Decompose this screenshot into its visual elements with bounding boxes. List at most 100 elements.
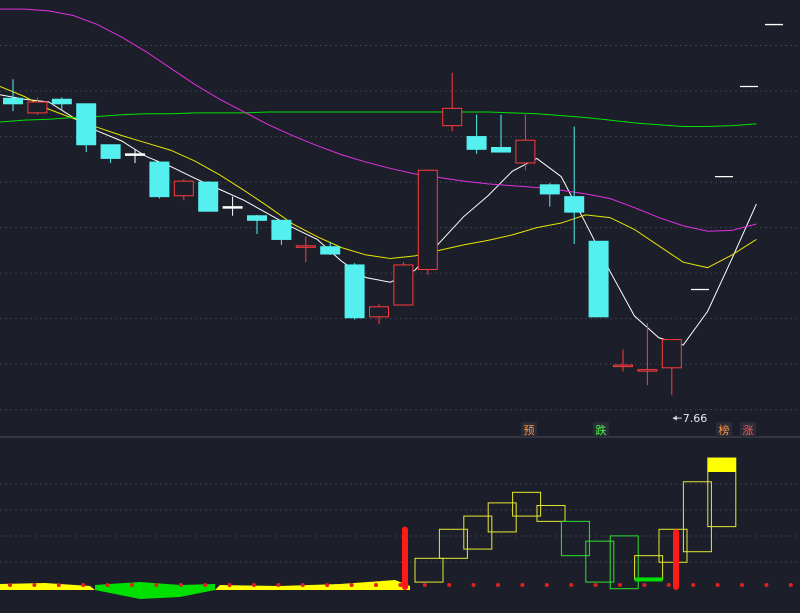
signal-dot (642, 583, 647, 587)
annotation-low-label: 7.66 (683, 412, 708, 425)
badge-box (740, 422, 756, 437)
candle-body (295, 245, 316, 248)
signal-dot (8, 583, 12, 587)
signal-dot (666, 583, 671, 587)
signal-dot (178, 583, 183, 587)
right-price-markers (691, 23, 783, 291)
signal-dot (471, 583, 476, 587)
signal-badge: 预 (521, 422, 537, 437)
signal-dot (300, 583, 305, 587)
indicator-box (609, 535, 639, 590)
signal-dot (203, 583, 208, 587)
signal-dot (496, 583, 500, 587)
signal-dot (764, 583, 769, 587)
price-candles (3, 72, 682, 396)
indicator-panel (0, 457, 793, 599)
signal-dot (349, 583, 354, 587)
indicator-highlight (707, 458, 736, 472)
signal-dot (447, 583, 452, 587)
signal-dot (56, 583, 61, 587)
indicator-box (512, 491, 542, 517)
candle-body (613, 364, 633, 368)
indicator-green-foot (634, 577, 663, 582)
signal-dot (130, 583, 134, 587)
candle-body (247, 215, 267, 221)
candle-body (27, 101, 48, 114)
candle-body (51, 98, 72, 105)
badge-box (716, 422, 732, 437)
red-signal-bar (402, 526, 408, 590)
badge-label: 跌 (596, 423, 607, 437)
signal-dot (398, 583, 403, 587)
candle-body (491, 146, 511, 153)
candle-body (320, 246, 341, 255)
candle-body (539, 184, 560, 195)
badge-box (521, 422, 537, 437)
signal-dot (154, 583, 159, 587)
red-signal-bar (673, 529, 679, 590)
indicator-box (536, 505, 566, 522)
badge-box (593, 422, 609, 437)
signal-dot (544, 583, 549, 587)
base-band-green (95, 582, 215, 599)
signal-badge: 跌 (593, 422, 609, 437)
signal-dot (32, 583, 37, 587)
signal-dot (325, 583, 330, 587)
candle-body (588, 240, 609, 318)
candle-body (173, 180, 194, 197)
annotation-arrow (672, 415, 677, 421)
ma-line-1 (0, 94, 757, 346)
signal-dot (569, 583, 574, 587)
candle-body (466, 136, 487, 150)
candle-body (442, 107, 463, 127)
signal-dot (715, 583, 720, 587)
signal-dot (788, 583, 793, 587)
signal-dot (227, 583, 232, 587)
ma-line-4 (0, 8, 757, 232)
indicator-box (438, 528, 468, 559)
candle-body (76, 103, 97, 146)
signal-badges: 预 跌 榜涨 (521, 422, 756, 437)
indicator-box (560, 520, 590, 557)
ma-line-2 (0, 86, 757, 269)
indicator-box (414, 557, 444, 583)
candle-body (198, 181, 219, 212)
low-price-annotation: 7.66 (672, 412, 708, 425)
candle-body (417, 169, 438, 270)
signal-dot (374, 583, 378, 587)
signal-dot (593, 583, 598, 587)
badge-label: 涨 (743, 424, 754, 437)
signal-dot (740, 583, 744, 587)
signal-dot (105, 583, 110, 587)
signal-dot (520, 583, 525, 587)
signal-dot (252, 583, 256, 587)
signal-dot (691, 583, 696, 587)
candle-body (100, 144, 121, 159)
candle-body (564, 196, 585, 213)
signal-badge: 涨 (740, 422, 756, 437)
indicator-box (487, 502, 517, 533)
candle-body (125, 153, 145, 156)
candle-body (344, 264, 365, 319)
badge-label: 榜 (719, 423, 730, 437)
badge-label: 预 (524, 424, 535, 437)
candle-body (515, 139, 536, 164)
candle-body (369, 306, 389, 318)
base-band-yellow (0, 580, 410, 590)
candle-body (149, 161, 170, 198)
signal-badge: 榜 (716, 422, 732, 437)
signal-dot (422, 583, 427, 587)
candle-body (3, 97, 23, 105)
signal-dot (276, 583, 281, 587)
indicator-box (682, 481, 712, 553)
candle-body (393, 264, 414, 306)
candle-body (661, 339, 682, 369)
candle-body (222, 206, 243, 209)
signal-dot (618, 583, 622, 587)
candle-body (637, 369, 658, 372)
ma-line-3 (0, 111, 757, 128)
candle-body (271, 219, 292, 240)
indicator-box (585, 540, 615, 583)
